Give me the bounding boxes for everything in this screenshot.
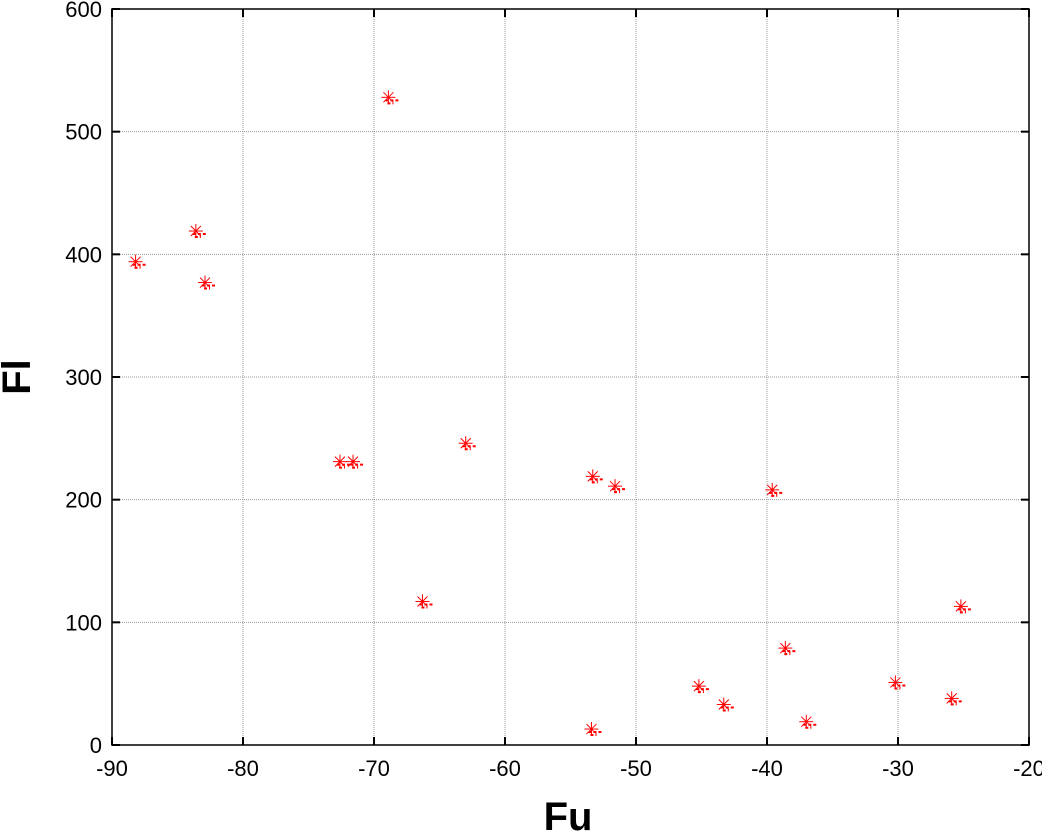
y-tick-label: 600 [65,0,102,22]
data-point [716,697,735,712]
data-point [198,275,217,290]
x-tick-label: -90 [96,756,128,781]
marker-stroke [718,699,730,710]
marker-stroke [946,693,958,704]
y-tick-label: 100 [65,610,102,635]
x-tick-label: -70 [358,756,390,781]
marker-stroke [417,596,428,607]
marker-stroke [955,601,967,612]
x-tick-label: -60 [489,756,521,781]
data-point [888,675,907,690]
x-tick-label: -80 [227,756,259,781]
data-point [585,469,604,484]
marker-stroke [586,723,597,735]
y-tick-label: 300 [65,365,102,390]
marker-stroke [587,471,599,482]
x-tick-label: -40 [751,756,783,781]
y-tick-label: 400 [65,242,102,267]
grid [112,9,1029,745]
marker-stroke [693,680,705,692]
marker-stroke [890,677,901,688]
data-point [765,482,784,497]
marker-stroke [383,91,394,103]
data-point [381,90,400,105]
x-tick-label: -20 [1013,756,1042,781]
data-point [691,679,710,694]
marker-stroke [609,480,621,492]
marker-stroke [779,642,791,654]
marker-stroke [190,225,202,237]
data-point [608,479,627,494]
marker-stroke [130,256,141,268]
axes-box [111,8,1030,746]
data-point [953,599,972,614]
x-tick-label: -50 [620,756,652,781]
y-tick-label: 200 [65,488,102,513]
marker-stroke [460,437,472,449]
marker-stroke [800,716,812,728]
y-tick-label: 500 [65,120,102,145]
data-point [188,224,207,239]
axes [111,8,1030,746]
data-point [944,691,963,706]
data-point [332,454,351,469]
x-tick-label: -30 [882,756,914,781]
data-point [415,594,434,609]
data-point [128,254,147,269]
tick-labels: -90 -80 -70 -60 -50 -40 -30 -20 0 100 200 300 400 500… [65,0,1042,781]
data-points [128,90,972,737]
marker-stroke [199,277,211,288]
x-axis-title: Fu [544,795,593,833]
data-point [799,714,818,729]
y-axis-title: Fl [0,359,39,395]
marker-stroke [766,484,778,496]
marker-stroke [347,456,359,467]
data-point [346,454,365,469]
data-point [778,641,797,656]
y-tick-label: 0 [90,733,102,758]
data-point [584,722,603,737]
data-point [458,436,477,451]
marker-stroke [334,456,346,467]
